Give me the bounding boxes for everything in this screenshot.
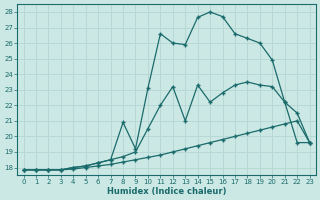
X-axis label: Humidex (Indice chaleur): Humidex (Indice chaleur) — [107, 187, 226, 196]
